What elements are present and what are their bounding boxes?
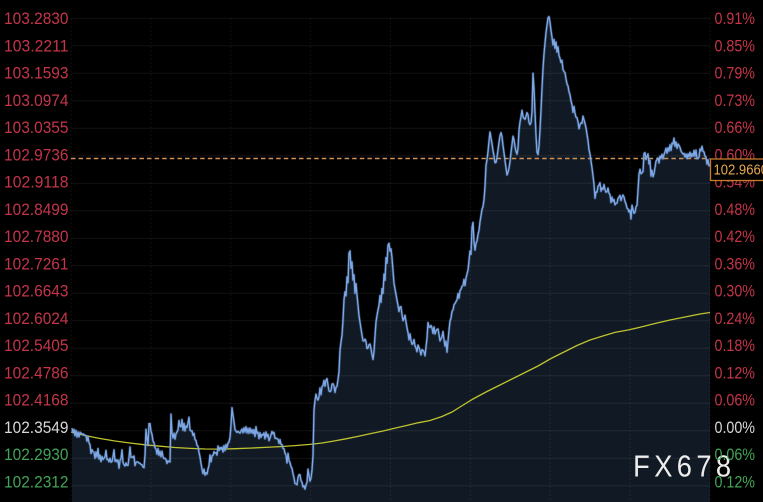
svg-text:0.30%: 0.30%	[715, 282, 756, 301]
svg-text:102.9660: 102.9660	[714, 163, 763, 179]
svg-text:102.5405: 102.5405	[4, 336, 69, 355]
svg-text:102.7880: 102.7880	[4, 227, 69, 246]
svg-text:102.4168: 102.4168	[4, 391, 69, 410]
svg-text:0.79%: 0.79%	[715, 64, 756, 83]
svg-text:103.2211: 103.2211	[4, 36, 69, 55]
svg-text:0.12%: 0.12%	[715, 363, 756, 382]
svg-text:0.42%: 0.42%	[715, 227, 756, 246]
svg-text:0.24%: 0.24%	[715, 309, 756, 328]
svg-text:102.9736: 102.9736	[4, 145, 69, 164]
svg-text:102.2930: 102.2930	[4, 445, 69, 464]
svg-text:102.6024: 102.6024	[4, 309, 69, 328]
svg-text:0.12%: 0.12%	[715, 472, 756, 491]
svg-text:0.66%: 0.66%	[715, 118, 756, 137]
svg-text:102.9118: 102.9118	[4, 173, 69, 192]
svg-text:0.00%: 0.00%	[715, 418, 756, 437]
svg-text:0.85%: 0.85%	[715, 36, 756, 55]
svg-text:102.2312: 102.2312	[4, 472, 69, 491]
svg-text:0.06%: 0.06%	[715, 445, 756, 464]
svg-text:0.36%: 0.36%	[715, 254, 756, 273]
svg-text:0.73%: 0.73%	[715, 91, 756, 110]
svg-text:103.0974: 103.0974	[4, 91, 69, 110]
svg-text:102.7261: 102.7261	[4, 254, 69, 273]
svg-text:102.6643: 102.6643	[4, 282, 69, 301]
svg-text:102.4786: 102.4786	[4, 363, 69, 382]
svg-text:103.1593: 103.1593	[4, 64, 69, 83]
svg-text:0.06%: 0.06%	[715, 391, 756, 410]
svg-text:0.48%: 0.48%	[715, 200, 756, 219]
svg-text:0.18%: 0.18%	[715, 336, 756, 355]
svg-text:102.8499: 102.8499	[4, 200, 69, 219]
svg-text:103.2830: 103.2830	[4, 9, 69, 28]
svg-text:103.0355: 103.0355	[4, 118, 69, 137]
svg-text:0.91%: 0.91%	[715, 9, 756, 28]
svg-text:102.3549: 102.3549	[4, 418, 69, 437]
svg-text:FX678: FX678	[633, 450, 735, 484]
